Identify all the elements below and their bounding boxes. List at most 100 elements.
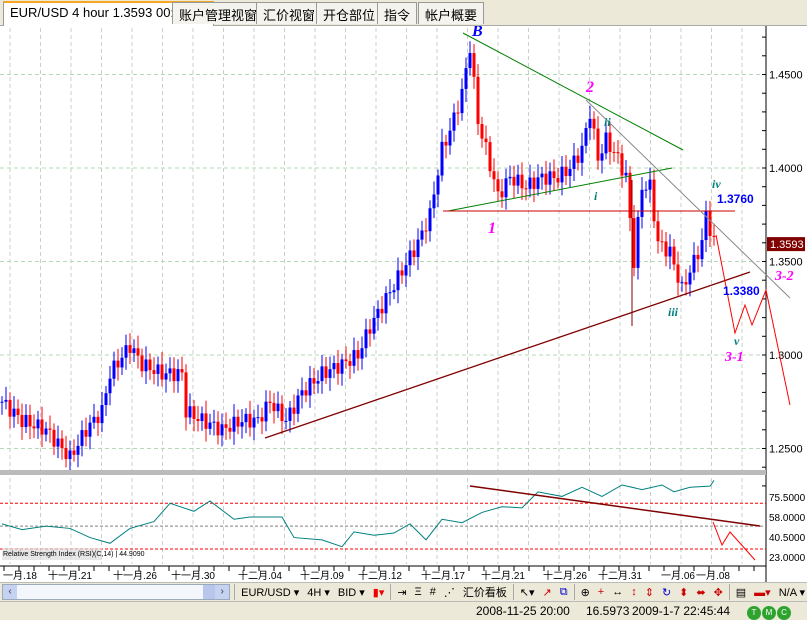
last-price-label: 1.3593 — [770, 239, 804, 251]
cursor-icon[interactable]: ↖▾ — [519, 586, 535, 599]
candle-body — [12, 408, 16, 417]
candle-body — [268, 401, 272, 403]
candle-body — [224, 424, 228, 428]
tab-orders[interactable]: 指令 — [377, 2, 418, 24]
candle-body — [412, 250, 416, 257]
candle-body — [308, 378, 312, 396]
candle-body — [60, 438, 64, 449]
candle-body — [472, 53, 476, 77]
candle-body — [452, 112, 456, 131]
candle-color-icon[interactable]: ▮▾ — [372, 586, 385, 599]
candle-body — [552, 171, 556, 179]
shapes-icon[interactable]: ⧉ — [559, 585, 568, 598]
side-select[interactable]: BID ▾ — [337, 586, 365, 599]
candle-body — [516, 174, 520, 186]
status-cursor-time: 2008-11-25 20:00 — [476, 604, 570, 618]
na-select[interactable]: N/A ▾ — [778, 586, 806, 599]
candle-body — [488, 142, 492, 172]
crosshair-icon[interactable]: ⋰ — [443, 586, 455, 599]
refresh-icon[interactable]: ↻ — [661, 586, 672, 599]
candle-body — [652, 179, 656, 222]
scale-v-icon[interactable]: ⬍ — [679, 586, 689, 599]
candle-body — [504, 178, 508, 198]
scale-h-icon[interactable]: ⬌ — [696, 586, 706, 599]
grid-icon[interactable]: # — [429, 586, 436, 598]
template-icon[interactable]: ▤ — [735, 586, 747, 599]
candle-body — [288, 407, 292, 421]
candle-body — [172, 368, 176, 382]
label-ii: ii — [604, 115, 611, 129]
candle-body — [256, 417, 260, 419]
candle-body — [660, 241, 664, 243]
candle-body — [428, 208, 432, 232]
rsi-tick-label: 23.0000 — [769, 553, 806, 564]
rsi-label-bg — [2, 548, 102, 560]
symbol-select[interactable]: EUR/USD ▾ — [241, 586, 300, 599]
candle-body — [468, 53, 472, 69]
time-tick-label: 十二月.09 — [300, 569, 344, 582]
chart-shift-icon[interactable]: ⇥ — [397, 586, 407, 599]
candle-body — [424, 230, 428, 232]
line-style-icon[interactable]: ▬▾ — [754, 586, 771, 599]
trendline-icon[interactable]: ↗ — [542, 586, 552, 599]
chart-label[interactable]: 汇价看板 — [462, 587, 507, 599]
status-cursor-value: 16.5973 — [586, 604, 630, 618]
period-select[interactable]: 4H ▾ — [307, 586, 330, 599]
candle-body — [160, 364, 164, 380]
label-3-1: 3-1 — [724, 350, 744, 365]
candle-body — [704, 211, 708, 241]
chart-toolbar: ‹ › EUR/USD ▾ 4H ▾ BID ▾ ▮▾ ⇥ Ξ # ⋰ 汇价看板 … — [0, 582, 807, 602]
candle-body — [128, 345, 132, 353]
candle-body — [260, 417, 264, 422]
side-value: BID — [337, 586, 357, 599]
candle-body — [56, 438, 60, 447]
scroll-thumb[interactable] — [203, 585, 216, 599]
scroll-left-icon[interactable]: ‹ — [3, 585, 17, 599]
zoom-in-v-icon[interactable]: ↕ — [631, 586, 637, 598]
candle-body — [496, 179, 500, 192]
status-clock: 2009-1-7 22:45:44 — [632, 604, 731, 618]
label-B: B — [471, 26, 483, 40]
candle-body — [244, 413, 248, 423]
candle-body — [672, 246, 676, 265]
candle-body — [296, 395, 300, 414]
zoom-out-v-icon[interactable]: ⇕ — [644, 586, 654, 599]
scale-all-icon[interactable]: ✥ — [713, 586, 723, 599]
tab-quotes[interactable]: 汇价视窗 — [256, 2, 323, 24]
candle-body — [588, 118, 592, 129]
candle-body — [388, 292, 392, 294]
tab-account[interactable]: 账户管理视窗 — [172, 2, 265, 24]
tab-bar: EUR/USD 4 hour 1.3593 00:00:00 账户管理视窗 汇价… — [0, 0, 807, 26]
candle-body — [692, 254, 696, 273]
candle-body — [68, 450, 72, 460]
zoom-out-h-icon[interactable]: ↔ — [612, 586, 624, 598]
candle-body — [108, 378, 112, 394]
candle-body — [196, 418, 200, 422]
candle-body — [328, 369, 332, 378]
time-tick-label: 一月.18 — [3, 570, 37, 582]
divider — [728, 584, 730, 600]
candle-body — [664, 241, 668, 257]
chart-scrollbar[interactable]: ‹ › — [2, 584, 231, 600]
time-tick-label: 十一月.30 — [171, 569, 215, 582]
time-tick-label: 一月.08 — [696, 570, 730, 582]
tab-positions[interactable]: 开仓部位 — [316, 2, 383, 24]
candle-body — [280, 403, 284, 422]
candle-body — [52, 429, 56, 447]
support-line — [264, 271, 751, 439]
panel-splitter[interactable] — [0, 470, 766, 475]
zoom-icon[interactable]: ⊕ — [580, 586, 590, 599]
zoom-in-h-icon[interactable]: + — [597, 586, 605, 598]
candle-body — [592, 118, 596, 129]
candle-body — [656, 221, 660, 242]
candle-body — [492, 171, 496, 180]
candle-body — [604, 132, 608, 154]
candle-body — [100, 405, 104, 424]
scroll-right-icon[interactable]: › — [215, 585, 230, 599]
tab-summary[interactable]: 帐户概要 — [418, 2, 485, 24]
label-iii: iii — [668, 305, 679, 319]
trendline-gray — [585, 99, 791, 299]
autoscale-icon[interactable]: Ξ — [414, 586, 422, 598]
candle-body — [524, 188, 528, 190]
price-chart[interactable]: 1.4500 1.4000 1.3500 1.3000 1.2500 1.3593 B 2 1 i… — [0, 26, 807, 582]
